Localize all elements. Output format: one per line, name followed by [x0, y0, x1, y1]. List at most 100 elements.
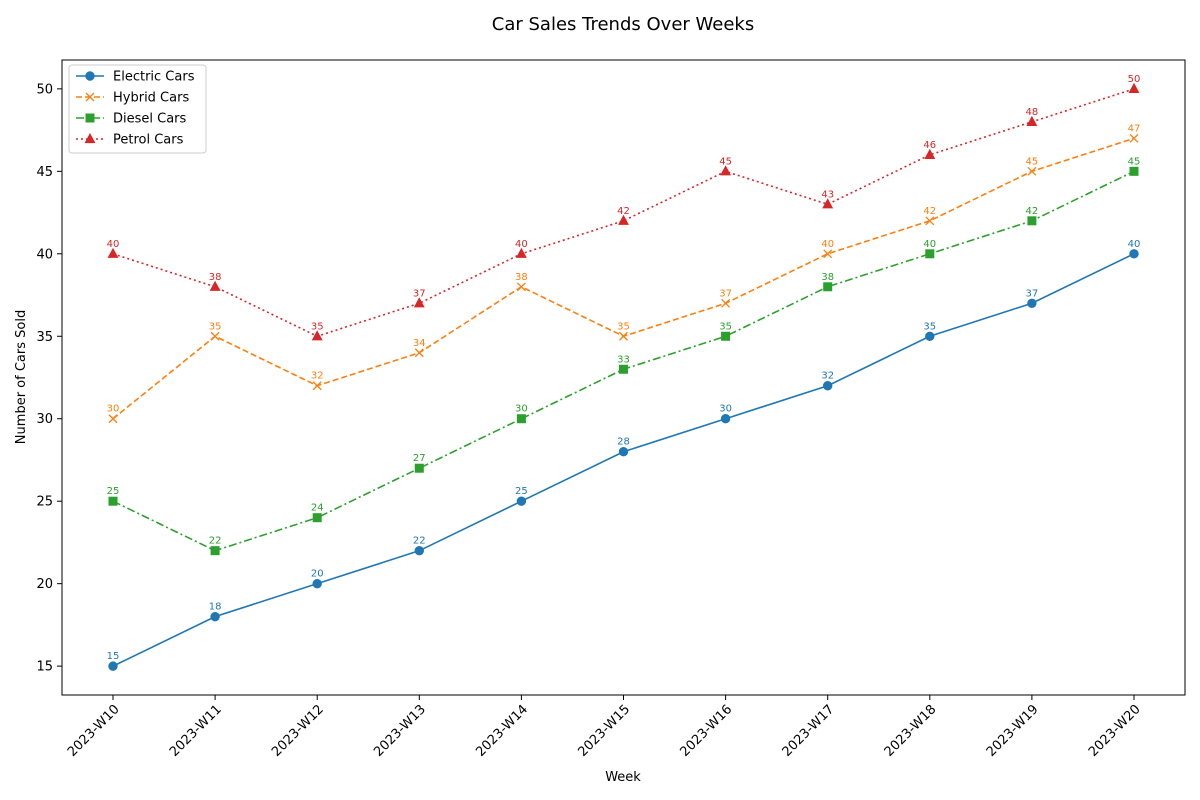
legend-item: Electric Cars — [76, 70, 195, 85]
data-point-marker — [619, 364, 628, 374]
data-point-marker — [210, 331, 220, 341]
x-tick-label: 2023-W16 — [678, 702, 736, 760]
plot-area-frame — [61, 59, 1186, 696]
data-point-marker — [107, 247, 119, 258]
y-tick-label: 45 — [36, 165, 53, 180]
data-label: 43 — [821, 189, 834, 200]
data-point-marker — [516, 282, 526, 292]
x-tick-label: 2023-W18 — [882, 702, 940, 760]
series-electric-cars: 15 18 20 22 25 28 30 32 35 37 40 — [107, 239, 1141, 671]
data-point-marker — [924, 148, 936, 159]
series-hybrid-cars: 30 35 32 34 38 35 37 40 42 45 47 — [107, 123, 1141, 424]
x-tick-label: 2023-W20 — [1086, 702, 1144, 760]
data-label: 35 — [617, 321, 630, 332]
data-label: 40 — [923, 239, 936, 250]
y-tick-label: 15 — [36, 660, 53, 675]
data-label: 40 — [107, 239, 120, 250]
legend-item: Hybrid Cars — [76, 91, 189, 106]
data-label: 35 — [209, 321, 222, 332]
data-label: 30 — [719, 404, 732, 415]
y-tick-label: 40 — [36, 247, 53, 262]
data-label: 40 — [515, 239, 528, 250]
data-point-marker — [720, 165, 732, 176]
data-point-marker — [414, 463, 424, 473]
legend-label: Petrol Cars — [113, 133, 184, 148]
data-label: 25 — [107, 486, 120, 497]
data-point-marker — [209, 280, 221, 291]
data-label: 22 — [413, 536, 426, 547]
data-point-marker — [618, 447, 629, 457]
series-line — [112, 253, 1135, 667]
legend-item: Diesel Cars — [76, 112, 187, 127]
data-label: 24 — [311, 503, 324, 514]
y-axis-label: Number of Cars Sold — [14, 310, 29, 444]
data-label: 50 — [1128, 74, 1141, 85]
data-label: 38 — [515, 272, 528, 283]
data-point-marker — [515, 247, 527, 258]
data-label: 32 — [311, 371, 324, 382]
data-label: 42 — [617, 206, 630, 217]
legend-label: Diesel Cars — [113, 112, 187, 127]
data-point-marker — [85, 71, 95, 81]
data-label: 46 — [923, 140, 936, 151]
x-tick-label: 2023-W13 — [371, 702, 429, 760]
chart-title: Car Sales Trends Over Weeks — [492, 14, 754, 35]
data-label: 35 — [719, 321, 732, 332]
data-label: 22 — [209, 536, 222, 547]
data-label: 32 — [821, 371, 834, 382]
x-tick-label: 2023-W14 — [473, 702, 531, 760]
data-point-marker — [84, 132, 96, 144]
data-point-marker — [312, 381, 322, 391]
data-point-marker — [925, 331, 935, 341]
data-label: 42 — [1026, 206, 1039, 217]
data-point-marker — [85, 92, 95, 102]
data-label: 20 — [311, 569, 324, 580]
data-label: 38 — [209, 272, 222, 283]
data-point-marker — [822, 198, 834, 209]
data-point-marker — [1027, 298, 1037, 308]
data-label: 38 — [821, 272, 834, 283]
data-label: 47 — [1128, 123, 1141, 134]
data-point-marker — [108, 496, 118, 506]
data-point-marker — [1027, 166, 1037, 176]
x-tick-label: 2023-W11 — [167, 702, 225, 760]
legend-label: Electric Cars — [113, 70, 195, 85]
data-point-marker — [1129, 249, 1139, 259]
y-tick-label: 50 — [36, 82, 53, 97]
series-line — [112, 137, 1135, 420]
data-label: 28 — [617, 437, 630, 448]
data-point-marker — [1129, 133, 1139, 143]
series-layer: 15 18 20 22 25 28 30 32 35 37 40 30 35 32 34 38 35 37 40 42… — [107, 74, 1141, 671]
data-point-marker — [823, 249, 833, 259]
series-petrol-cars: 40 38 35 37 40 42 45 43 46 48 50 — [107, 74, 1141, 341]
data-point-marker — [1128, 82, 1140, 93]
data-point-marker — [210, 611, 220, 622]
x-tick-label: 2023-W15 — [575, 702, 633, 760]
legend-box — [68, 64, 207, 154]
data-point-marker — [516, 496, 527, 506]
data-point-marker — [925, 249, 935, 259]
data-point-marker — [721, 298, 731, 308]
data-label: 25 — [515, 486, 528, 497]
data-label: 35 — [923, 321, 936, 332]
data-label: 30 — [515, 404, 528, 415]
data-label: 37 — [1026, 288, 1039, 299]
data-label: 40 — [821, 239, 834, 250]
data-label: 40 — [1128, 239, 1141, 250]
x-tick-label: 2023-W17 — [780, 702, 838, 760]
data-point-marker — [618, 214, 629, 225]
data-point-marker — [1027, 216, 1037, 226]
x-axis-label: Week — [605, 770, 641, 785]
legend-item: Petrol Cars — [76, 133, 184, 148]
data-label: 27 — [413, 453, 426, 464]
data-point-marker — [108, 661, 118, 671]
data-label: 45 — [719, 156, 732, 167]
data-point-marker — [619, 331, 628, 341]
data-label: 18 — [209, 602, 222, 613]
data-label: 42 — [923, 206, 936, 217]
data-label: 37 — [719, 288, 732, 299]
data-label: 33 — [617, 354, 630, 365]
data-point-marker — [823, 282, 833, 292]
axis-ticks: 2023-W10 2023-W11 2023-W12 2023-W13 2023-W14… — [36, 82, 1143, 759]
